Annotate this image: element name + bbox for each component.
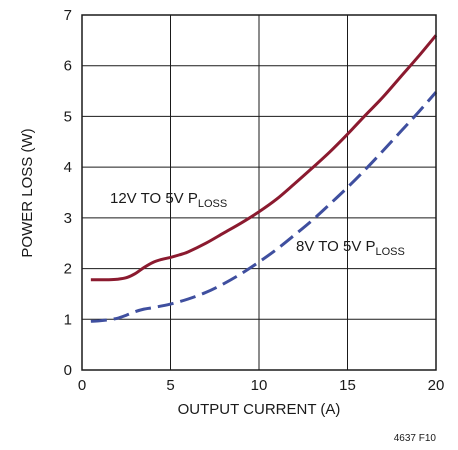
series-label-8v-sub: LOSS <box>376 246 405 258</box>
x-tick-label: 5 <box>166 377 174 394</box>
y-axis-label: POWER LOSS (W) <box>19 128 36 257</box>
series-label-12v-to-5v: 12V TO 5V PLOSS <box>110 190 227 210</box>
series-label-8v-main: 8V TO 5V P <box>296 238 376 255</box>
x-tick-label: 10 <box>251 377 268 394</box>
y-tick-label: 7 <box>64 7 72 24</box>
y-tick-label: 5 <box>64 108 72 125</box>
y-tick-label: 6 <box>64 58 72 75</box>
x-axis-label: OUTPUT CURRENT (A) <box>178 401 341 418</box>
y-tick-labels: 0 1 2 3 4 5 6 7 <box>64 7 72 379</box>
y-tick-label: 4 <box>64 159 72 176</box>
series-line-8v-to-5v <box>90 91 438 323</box>
x-tick-label: 20 <box>428 377 445 394</box>
series-lines <box>90 34 438 323</box>
series-line-12v-to-5v <box>90 34 438 282</box>
x-tick-label: 15 <box>339 377 356 394</box>
series-label-12v-sub: LOSS <box>198 198 227 210</box>
x-tick-labels: 0 5 10 15 20 <box>78 377 445 394</box>
figure-id: 4637 F10 <box>394 433 437 444</box>
series-label-12v-main: 12V TO 5V P <box>110 190 198 207</box>
y-tick-label: 3 <box>64 210 72 227</box>
y-tick-label: 1 <box>64 311 72 328</box>
series-label-8v-to-5v: 8V TO 5V PLOSS <box>296 238 405 258</box>
x-tick-label: 0 <box>78 377 86 394</box>
plot-frame <box>81 14 437 371</box>
y-tick-label: 0 <box>64 362 72 379</box>
y-tick-label: 2 <box>64 261 72 278</box>
